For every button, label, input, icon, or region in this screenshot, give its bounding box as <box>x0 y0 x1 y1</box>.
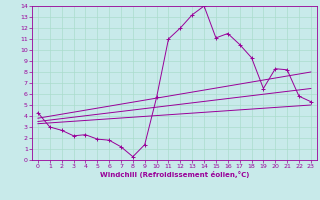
X-axis label: Windchill (Refroidissement éolien,°C): Windchill (Refroidissement éolien,°C) <box>100 171 249 178</box>
